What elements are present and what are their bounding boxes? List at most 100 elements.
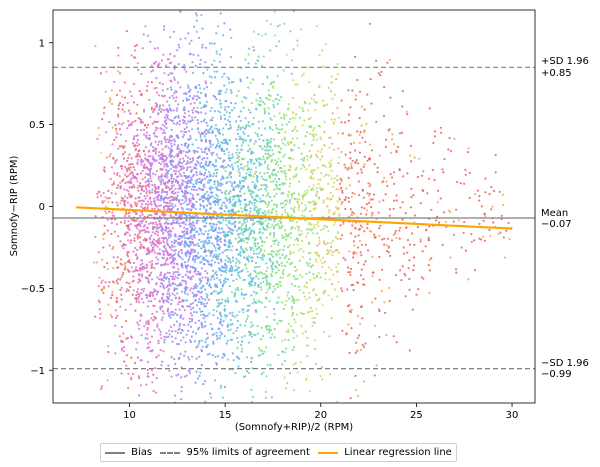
scatter-point	[226, 297, 229, 300]
scatter-point	[133, 219, 136, 222]
scatter-point	[188, 320, 191, 324]
scatter-point	[196, 290, 199, 293]
scatter-point	[249, 111, 252, 114]
scatter-point	[145, 253, 148, 256]
scatter-point	[483, 239, 486, 242]
scatter-point	[259, 256, 262, 259]
scatter-point	[265, 283, 268, 286]
scatter-point	[292, 243, 295, 246]
scatter-point	[308, 271, 311, 274]
scatter-point	[299, 247, 303, 250]
scatter-point	[160, 271, 163, 274]
scatter-point	[188, 372, 191, 375]
scatter-point	[333, 211, 336, 214]
scatter-point	[143, 110, 146, 113]
scatter-point	[227, 77, 231, 81]
scatter-point	[309, 156, 312, 159]
scatter-point	[173, 289, 176, 292]
scatter-point	[185, 122, 188, 125]
scatter-point	[184, 404, 186, 406]
scatter-point	[175, 175, 179, 179]
scatter-point	[224, 244, 227, 247]
scatter-point	[276, 261, 279, 265]
scatter-point	[307, 291, 311, 294]
scatter-point	[214, 186, 217, 189]
scatter-point	[209, 109, 212, 112]
scatter-point	[123, 232, 126, 235]
scatter-point	[161, 256, 164, 259]
scatter-point	[168, 179, 171, 182]
scatter-point	[247, 228, 250, 231]
scatter-point	[220, 106, 223, 109]
scatter-point	[131, 372, 135, 376]
scatter-point	[135, 219, 138, 222]
scatter-point	[281, 236, 284, 239]
scatter-point	[256, 220, 259, 223]
scatter-point	[206, 152, 209, 156]
scatter-point	[275, 283, 278, 286]
scatter-point	[309, 210, 312, 213]
scatter-point	[483, 212, 486, 215]
scatter-point	[166, 115, 169, 119]
scatter-point	[227, 323, 230, 326]
scatter-point	[154, 192, 157, 195]
scatter-point	[212, 215, 215, 218]
scatter-point	[345, 187, 348, 190]
scatter-point	[190, 423, 192, 425]
scatter-point	[191, 109, 194, 112]
scatter-point	[270, 211, 273, 214]
scatter-point	[94, 315, 97, 318]
scatter-point	[198, 84, 201, 87]
scatter-point	[119, 278, 122, 281]
scatter-point	[204, 258, 207, 261]
scatter-point	[273, 318, 276, 321]
scatter-point	[259, 188, 263, 191]
scatter-point	[204, 192, 207, 195]
scatter-point	[148, 185, 151, 188]
scatter-point	[167, 146, 170, 149]
scatter-point	[206, 336, 209, 339]
scatter-point	[254, 282, 257, 285]
scatter-point	[195, 19, 198, 22]
scatter-point	[164, 175, 167, 178]
scatter-point	[269, 364, 272, 367]
scatter-point	[276, 25, 279, 28]
scatter-point	[316, 251, 319, 254]
scatter-point	[378, 154, 381, 157]
scatter-point	[356, 172, 359, 175]
scatter-point	[413, 156, 416, 159]
scatter-point	[248, 274, 251, 277]
scatter-point	[251, 78, 254, 81]
scatter-point	[168, 104, 171, 107]
scatter-point	[247, 187, 250, 190]
scatter-point	[217, 262, 220, 265]
scatter-point	[195, 370, 198, 373]
scatter-point	[316, 190, 319, 193]
scatter-point	[191, 302, 195, 305]
scatter-point	[352, 252, 355, 256]
scatter-point	[159, 242, 162, 245]
scatter-point	[235, 151, 238, 154]
scatter-point	[255, 291, 258, 295]
scatter-point	[186, 275, 190, 278]
scatter-point	[171, 278, 174, 281]
scatter-point	[181, 230, 184, 233]
scatter-point	[172, 122, 175, 125]
scatter-point	[193, 95, 196, 98]
scatter-point	[333, 93, 336, 96]
scatter-point	[225, 224, 228, 227]
scatter-point	[190, 308, 193, 311]
scatter-point	[269, 127, 272, 130]
scatter-point	[129, 222, 132, 226]
scatter-point	[189, 201, 192, 204]
scatter-point	[143, 133, 146, 136]
scatter-point	[214, 124, 217, 127]
scatter-point	[114, 324, 117, 327]
scatter-point	[193, 285, 196, 288]
scatter-point	[154, 212, 157, 215]
scatter-point	[174, 271, 177, 274]
scatter-point	[175, 222, 178, 225]
scatter-point	[351, 191, 354, 195]
scatter-point	[115, 201, 118, 204]
scatter-point	[258, 209, 261, 212]
